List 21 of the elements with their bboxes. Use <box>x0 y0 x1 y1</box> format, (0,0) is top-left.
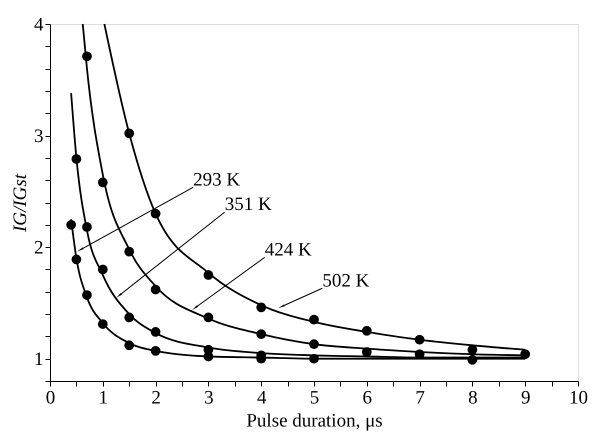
x-tick-label: 5 <box>310 388 320 408</box>
x-tick-label: 4 <box>256 388 267 408</box>
x-axis-title: Pulse duration, μs <box>246 410 383 432</box>
y-tick-label: 3 <box>34 126 44 148</box>
x-tick-label: 1 <box>98 388 108 408</box>
annotation: 351 K <box>224 194 272 216</box>
y-tick-label: 2 <box>34 238 44 259</box>
x-tick-label: 7 <box>415 388 425 408</box>
x-tick-label: 0 <box>46 388 56 408</box>
x-tick-label: 10 <box>569 388 588 408</box>
annotation: 502 K <box>322 270 370 292</box>
x-tick-label: 8 <box>468 388 478 408</box>
y-tick-label: 4 <box>34 14 44 36</box>
y-axis-title: IG/IGst <box>10 173 31 234</box>
annotation: 293 K <box>193 169 240 190</box>
x-tick-label: 2 <box>151 388 161 408</box>
x-tick-label: 9 <box>520 388 530 408</box>
x-tick-label: 3 <box>204 388 214 408</box>
annotation: 424 K <box>264 239 312 260</box>
x-tick-label: 6 <box>362 388 372 408</box>
y-tick-label: 1 <box>34 349 44 370</box>
